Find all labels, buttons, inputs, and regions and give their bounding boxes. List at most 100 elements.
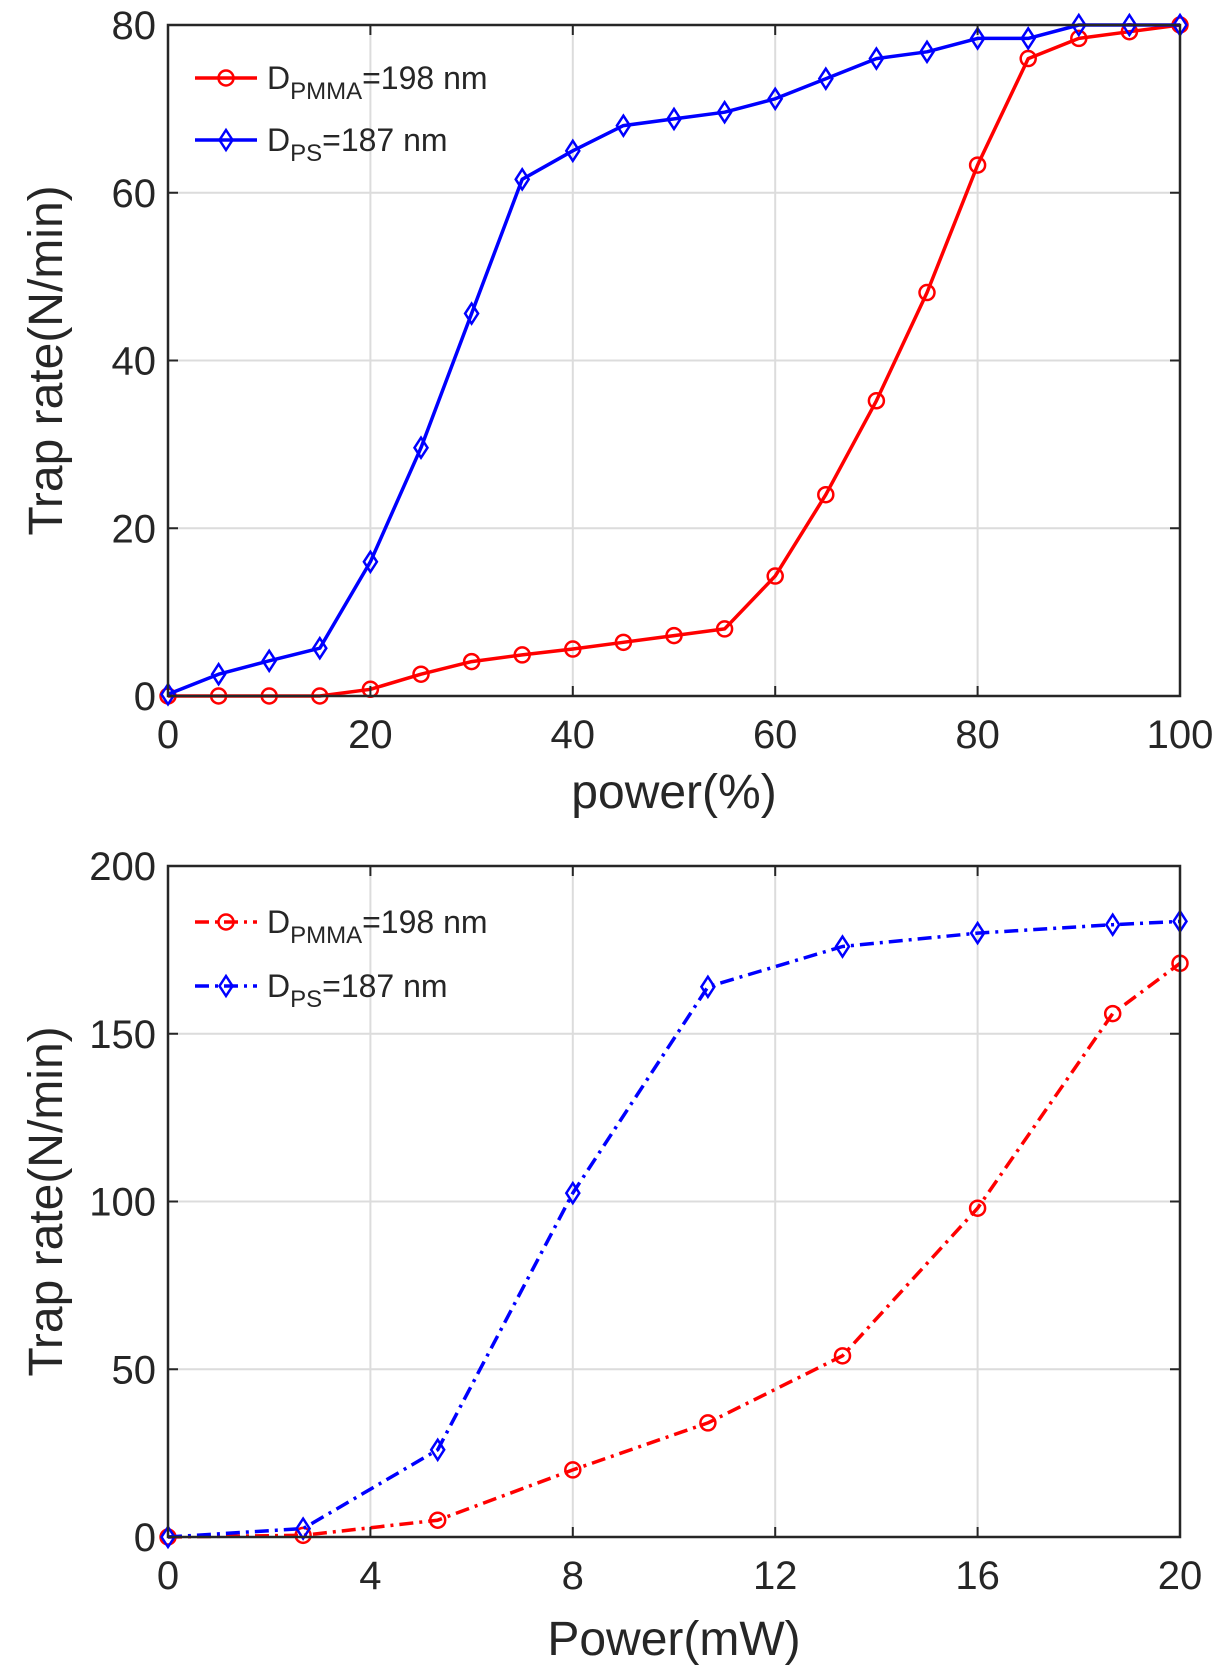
data-point (817, 66, 834, 91)
data-point (715, 620, 734, 638)
data-point (463, 301, 480, 326)
series-line (168, 23, 1181, 698)
data-point (160, 682, 176, 707)
data-point (614, 633, 633, 652)
data-point (666, 106, 682, 132)
legend-label-value: =198 nm (362, 60, 487, 96)
y-tick-label: 60 (112, 172, 157, 216)
legend-marker (217, 69, 235, 87)
data-point (834, 934, 851, 959)
data-point (868, 46, 885, 71)
x-tick-label: 20 (1158, 1554, 1203, 1598)
x-tick-label: 100 (1147, 713, 1214, 757)
legend-marker (218, 973, 234, 999)
data-point (412, 665, 430, 683)
legend-label: DPMMA=198 nm (267, 60, 488, 105)
x-tick-label: 60 (753, 713, 798, 757)
data-point (969, 920, 986, 946)
legend-label: DPS=187 nm (267, 968, 448, 1013)
data-point (968, 156, 987, 174)
y-tick-label: 40 (112, 340, 157, 384)
legend-label-subscript: PMMA (290, 78, 362, 105)
data-point (294, 1526, 312, 1545)
legend-label-main: D (267, 904, 290, 940)
data-point (918, 283, 936, 302)
data-point (968, 1199, 987, 1217)
data-point (160, 1524, 176, 1550)
data-point (699, 974, 716, 1000)
data-point (429, 1437, 446, 1463)
x-tick-label: 20 (348, 713, 393, 757)
data-point (428, 1511, 447, 1529)
data-point (514, 167, 531, 192)
data-point (513, 646, 531, 664)
data-point (1070, 29, 1088, 48)
data-point (615, 113, 632, 138)
legend-label-value: =198 nm (362, 904, 487, 940)
legend-marker (217, 913, 235, 931)
legend-label-subscript: PS (290, 986, 322, 1013)
y-tick-label: 50 (112, 1348, 157, 1392)
y-tick-label: 0 (134, 1516, 156, 1560)
legend-label-main: D (267, 60, 290, 96)
y-tick-label: 80 (112, 4, 157, 48)
x-tick-label: 12 (753, 1554, 798, 1598)
y-tick-label: 20 (112, 507, 157, 551)
legend-label-main: D (267, 968, 290, 1004)
x-tick-label: 8 (562, 1554, 584, 1598)
data-point (665, 626, 683, 645)
data-point (210, 661, 227, 687)
data-point (413, 435, 429, 461)
top-panel: 0 20 40 60 80 100 0 20 40 60 80 power(%) Trap rate(N… (20, 4, 1213, 819)
data-point (295, 1516, 312, 1541)
data-point (462, 652, 481, 671)
x-tick-label: 16 (955, 1554, 1000, 1598)
series-pmma (159, 16, 1189, 705)
data-point (1121, 12, 1138, 38)
x-axis-title: Power(mW) (547, 1613, 800, 1666)
y-axis-title: Trap rate(N/min) (20, 185, 73, 535)
data-point (969, 26, 986, 51)
data-point (867, 392, 886, 410)
data-point (767, 86, 784, 112)
legend-label-subscript: PS (290, 140, 322, 167)
data-point (564, 1180, 581, 1206)
series-line (167, 919, 1181, 1539)
x-tick-label: 40 (551, 713, 596, 757)
data-point (766, 567, 784, 585)
y-tick-label: 200 (89, 845, 156, 889)
data-point (311, 635, 328, 661)
series-line (167, 23, 1180, 696)
y-axis-title: Trap rate(N/min) (20, 1026, 73, 1376)
x-tick-label: 0 (157, 713, 179, 757)
data-point (1104, 912, 1121, 938)
data-point (833, 1347, 852, 1365)
data-point (564, 640, 582, 658)
legend-label-subscript: PMMA (290, 922, 362, 949)
legend-label-value: =187 nm (322, 968, 447, 1004)
series-ps (160, 12, 1188, 707)
data-point (1103, 1004, 1122, 1023)
data-point (261, 648, 278, 674)
y-tick-label: 0 (134, 675, 156, 719)
y-tick-label: 100 (89, 1181, 156, 1225)
legend-label-value: =187 nm (322, 122, 447, 158)
series-ps (160, 909, 1188, 1550)
data-point (919, 39, 935, 65)
y-tick-label: 150 (89, 1013, 156, 1057)
data-point (564, 138, 581, 164)
data-point (1070, 12, 1087, 38)
legend-label: DPMMA=198 nm (267, 904, 488, 949)
series-line (167, 961, 1182, 1539)
legend-label-main: D (267, 122, 290, 158)
legend-marker (218, 127, 234, 153)
data-point (716, 99, 733, 125)
x-tick-label: 80 (955, 713, 1000, 757)
x-axis-title: power(%) (571, 766, 776, 819)
data-point (817, 485, 835, 504)
legend-label: DPS=187 nm (267, 122, 448, 167)
x-tick-label: 4 (359, 1554, 381, 1598)
